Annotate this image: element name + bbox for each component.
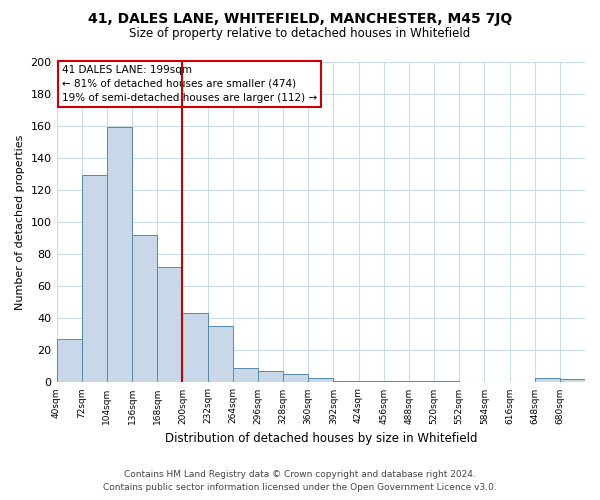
- Bar: [409, 381, 434, 382]
- Bar: [157, 267, 182, 382]
- Text: Contains HM Land Registry data © Crown copyright and database right 2024.
Contai: Contains HM Land Registry data © Crown c…: [103, 470, 497, 492]
- Bar: [82, 176, 107, 382]
- Bar: [56, 339, 82, 382]
- Bar: [107, 128, 132, 382]
- Bar: [535, 378, 560, 382]
- Bar: [283, 374, 308, 382]
- Y-axis label: Number of detached properties: Number of detached properties: [15, 134, 25, 310]
- Text: 41 DALES LANE: 199sqm
← 81% of detached houses are smaller (474)
19% of semi-det: 41 DALES LANE: 199sqm ← 81% of detached …: [62, 64, 317, 102]
- Bar: [258, 371, 283, 382]
- Text: Size of property relative to detached houses in Whitefield: Size of property relative to detached ho…: [130, 28, 470, 40]
- Bar: [434, 381, 459, 382]
- Bar: [182, 314, 208, 382]
- Bar: [308, 378, 334, 382]
- Bar: [132, 235, 157, 382]
- X-axis label: Distribution of detached houses by size in Whitefield: Distribution of detached houses by size …: [164, 432, 477, 445]
- Bar: [359, 381, 383, 382]
- Text: 41, DALES LANE, WHITEFIELD, MANCHESTER, M45 7JQ: 41, DALES LANE, WHITEFIELD, MANCHESTER, …: [88, 12, 512, 26]
- Bar: [560, 379, 585, 382]
- Bar: [334, 381, 359, 382]
- Bar: [383, 381, 409, 382]
- Bar: [208, 326, 233, 382]
- Bar: [233, 368, 258, 382]
